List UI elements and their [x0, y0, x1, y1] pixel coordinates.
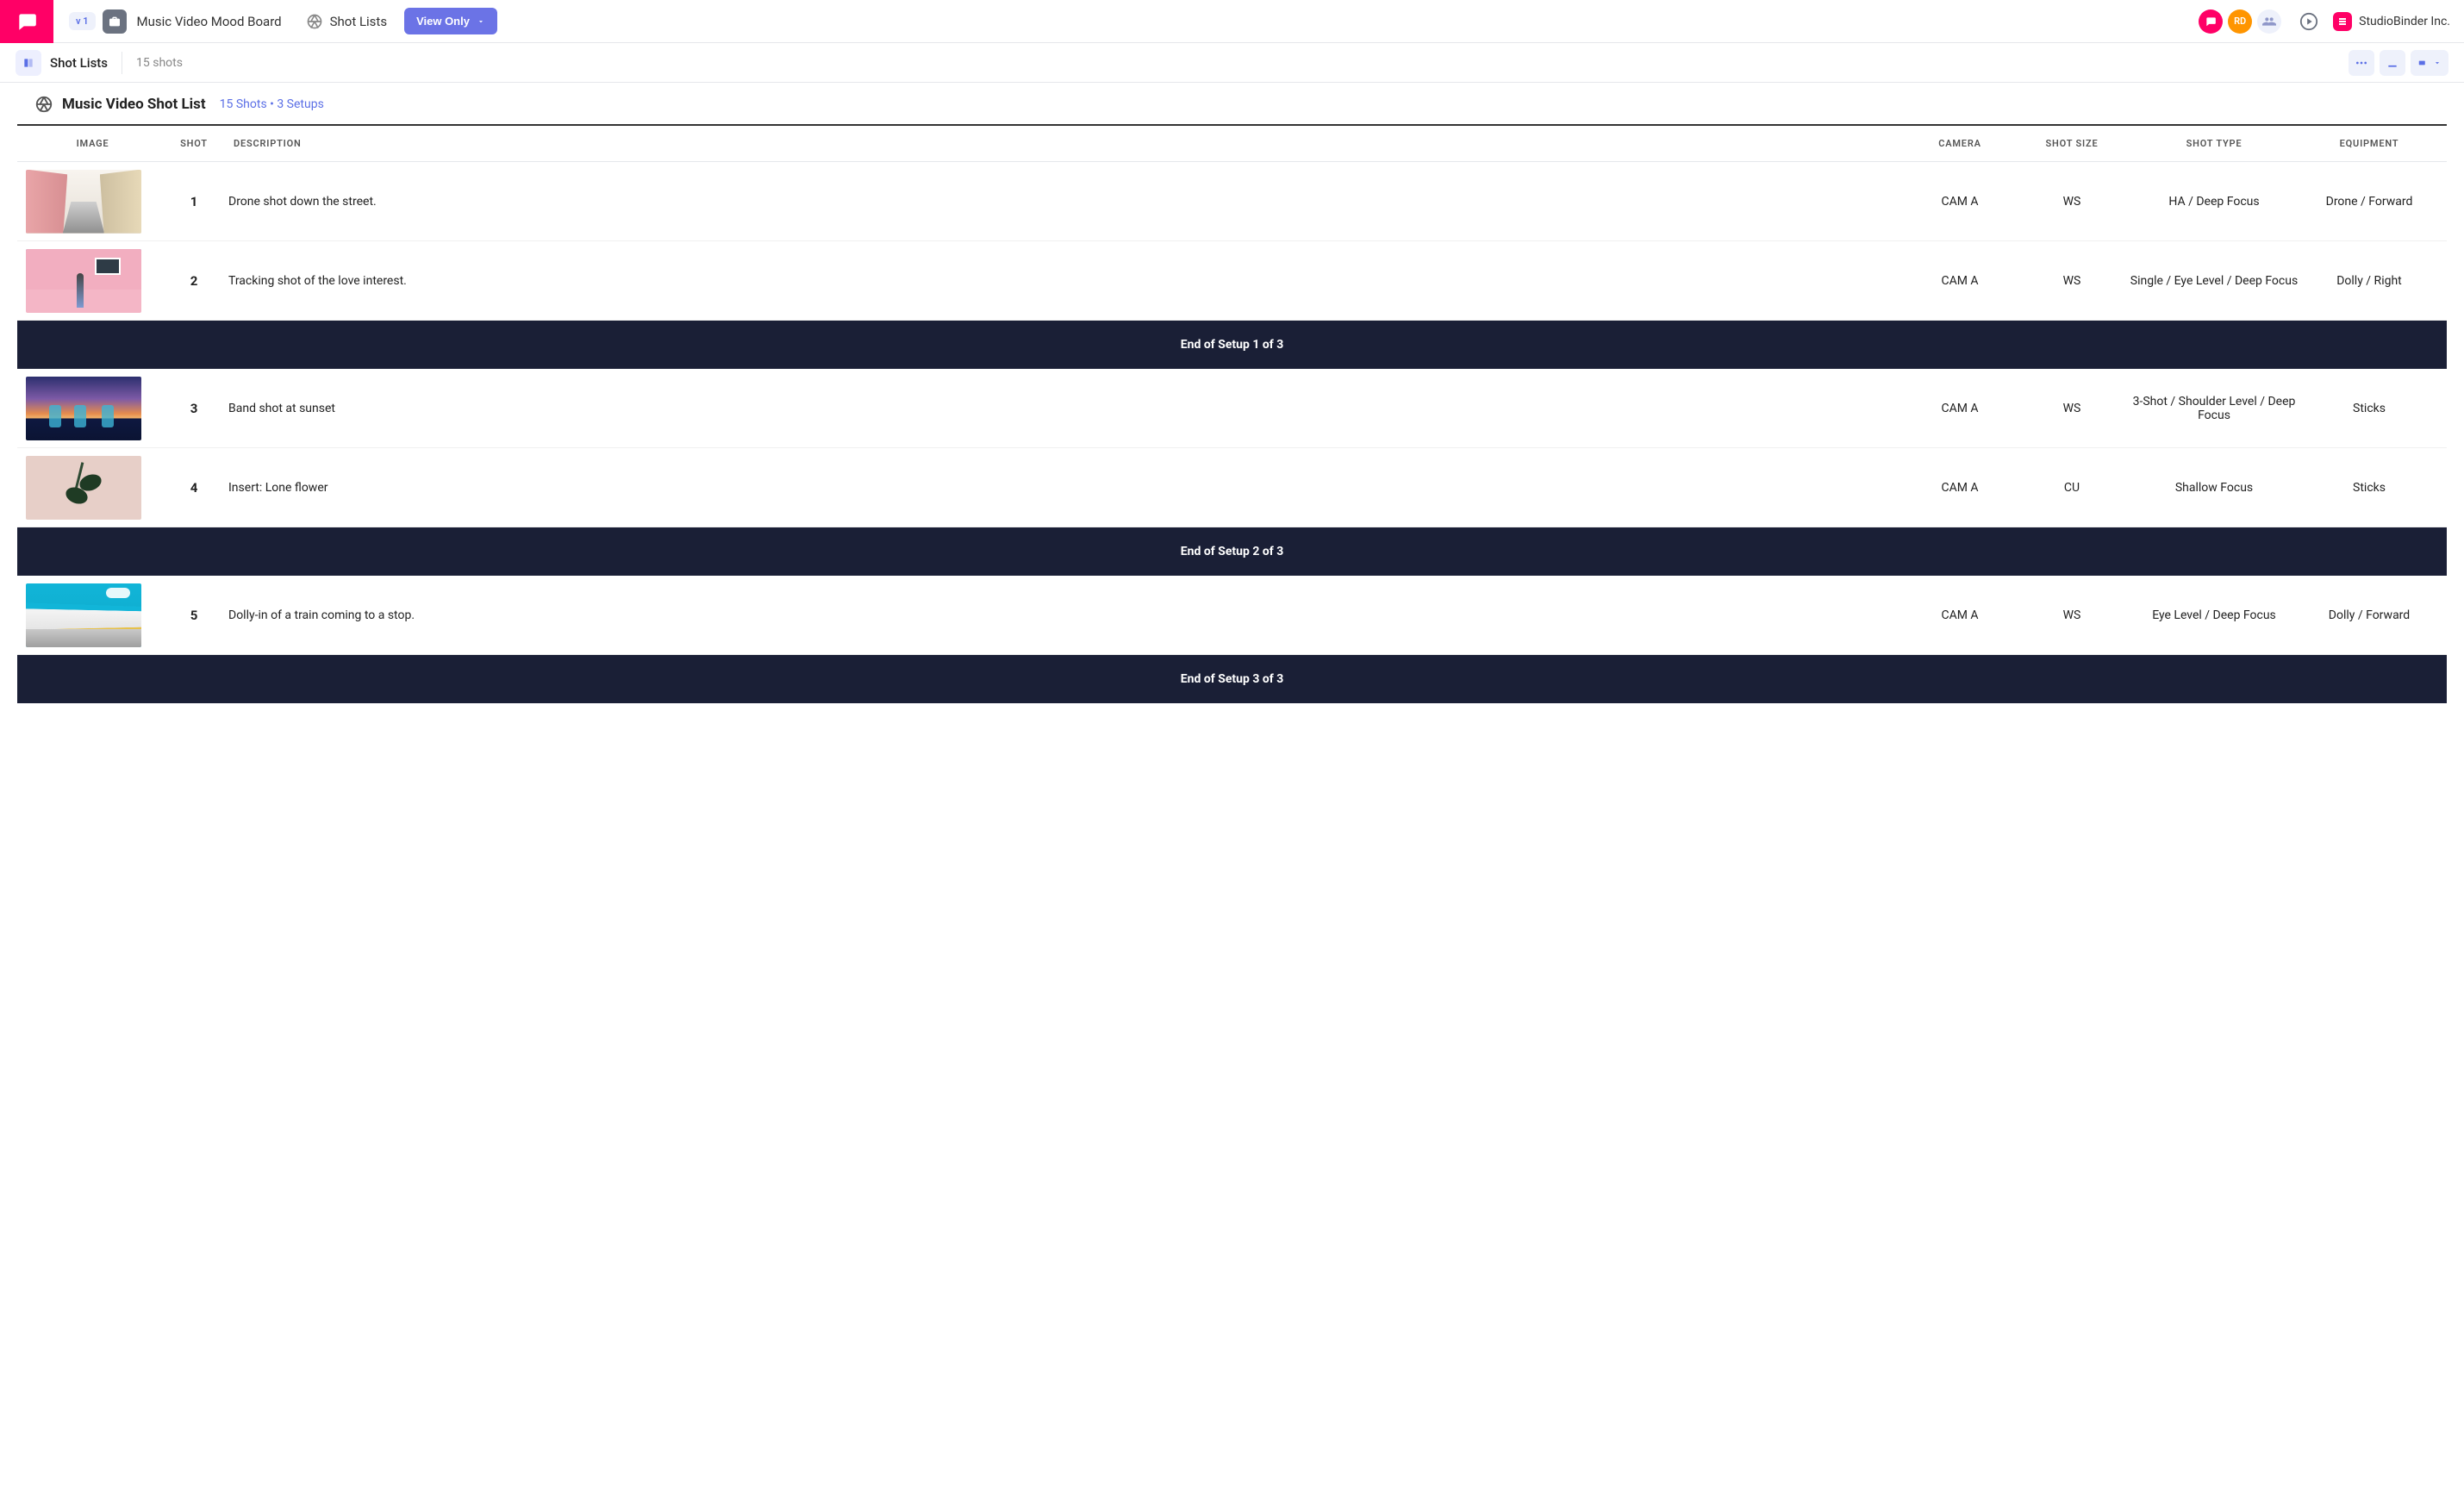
shot-table: IMAGE SHOT DESCRIPTION CAMERA SHOT SIZE …: [17, 126, 2447, 703]
people-icon: [2262, 15, 2276, 28]
version-badge[interactable]: v 1: [69, 12, 96, 30]
project-icon[interactable]: [103, 9, 127, 34]
layout-icon: [2417, 57, 2430, 69]
shot-thumbnail[interactable]: [26, 170, 141, 234]
user-avatar[interactable]: RD: [2228, 9, 2252, 34]
topbar: v 1 Music Video Mood Board Shot Lists Vi…: [0, 0, 2464, 43]
brand-logo[interactable]: [0, 0, 53, 43]
more-icon: [2355, 56, 2368, 70]
shot-size: WS: [2016, 402, 2128, 415]
shot-thumbnail[interactable]: [26, 249, 141, 313]
more-button[interactable]: [2349, 50, 2374, 76]
shot-number: 1: [159, 194, 228, 209]
shot-camera: CAM A: [1904, 402, 2016, 415]
shot-camera: CAM A: [1904, 195, 2016, 209]
chat-button[interactable]: [2199, 9, 2223, 34]
col-description: DESCRIPTION: [228, 138, 1904, 149]
shot-number: 5: [159, 608, 228, 623]
shot-equipment: Dolly / Forward: [2300, 608, 2438, 622]
sb-icon: [2337, 16, 2348, 27]
shot-size: WS: [2016, 195, 2128, 209]
download-icon: [2386, 57, 2399, 69]
briefcase-icon: [108, 15, 122, 28]
chevron-down-icon: [2433, 59, 2442, 67]
shot-camera: CAM A: [1904, 608, 2016, 622]
col-shot: SHOT: [159, 138, 228, 149]
shot-count: 15 shots: [136, 56, 183, 70]
layout-dropdown[interactable]: [2411, 50, 2448, 76]
chat-icon: [16, 10, 38, 33]
shot-size: WS: [2016, 608, 2128, 622]
export-button[interactable]: [2380, 50, 2405, 76]
play-icon: [2299, 12, 2318, 31]
subbar-title: Shot Lists: [50, 55, 108, 71]
aperture-icon: [34, 95, 53, 114]
subbar: Shot Lists 15 shots: [0, 43, 2464, 83]
shot-number: 4: [159, 480, 228, 496]
col-camera: CAMERA: [1904, 138, 2016, 149]
shot-camera: CAM A: [1904, 481, 2016, 495]
page-title: Music Video Shot List: [62, 96, 206, 113]
shot-description: Band shot at sunset: [228, 402, 1904, 415]
nav-shot-lists[interactable]: Shot Lists: [330, 14, 387, 29]
company-name[interactable]: StudioBinder Inc.: [2359, 15, 2450, 28]
shot-type: Eye Level / Deep Focus: [2128, 608, 2300, 622]
shot-description: Drone shot down the street.: [228, 195, 1904, 209]
chat-icon: [2205, 16, 2217, 28]
collaborators-button[interactable]: [2257, 9, 2281, 34]
page-title-row: Music Video Shot List 15 Shots • 3 Setup…: [17, 83, 2447, 126]
shot-thumbnail[interactable]: [26, 583, 141, 647]
shot-equipment: Drone / Forward: [2300, 195, 2438, 209]
shot-thumbnail[interactable]: [26, 377, 141, 440]
table-row[interactable]: 2 Tracking shot of the love interest. CA…: [17, 241, 2447, 321]
table-row[interactable]: 4 Insert: Lone flower CAM A CU Shallow F…: [17, 448, 2447, 527]
project-title[interactable]: Music Video Mood Board: [137, 14, 282, 29]
shot-equipment: Dolly / Right: [2300, 274, 2438, 288]
col-shot-size: SHOT SIZE: [2016, 138, 2128, 149]
table-row[interactable]: 1 Drone shot down the street. CAM A WS H…: [17, 162, 2447, 241]
shot-number: 3: [159, 401, 228, 416]
col-equipment: EQUIPMENT: [2300, 138, 2438, 149]
shot-description: Tracking shot of the love interest.: [228, 274, 1904, 288]
shot-description: Dolly-in of a train coming to a stop.: [228, 608, 1904, 622]
table-header: IMAGE SHOT DESCRIPTION CAMERA SHOT SIZE …: [17, 126, 2447, 162]
setup-break: End of Setup 2 of 3: [17, 527, 2447, 576]
setup-break: End of Setup 1 of 3: [17, 321, 2447, 369]
col-image: IMAGE: [26, 138, 159, 149]
table-row[interactable]: 3 Band shot at sunset CAM A WS 3-Shot / …: [17, 369, 2447, 448]
table-row[interactable]: 5 Dolly-in of a train coming to a stop. …: [17, 576, 2447, 655]
studiobinder-logo[interactable]: [2333, 12, 2352, 31]
shot-thumbnail[interactable]: [26, 456, 141, 520]
shot-type: 3-Shot / Shoulder Level / Deep Focus: [2128, 395, 2300, 422]
chevron-down-icon: [477, 17, 485, 26]
page-meta: 15 Shots • 3 Setups: [220, 97, 324, 111]
col-shot-type: SHOT TYPE: [2128, 138, 2300, 149]
shot-number: 2: [159, 273, 228, 289]
shotlist-icon-box[interactable]: [16, 50, 41, 76]
shot-equipment: Sticks: [2300, 481, 2438, 495]
list-icon: [22, 57, 34, 69]
shot-size: WS: [2016, 274, 2128, 288]
shot-size: CU: [2016, 481, 2128, 495]
shot-type: HA / Deep Focus: [2128, 195, 2300, 209]
aperture-icon[interactable]: [306, 13, 323, 30]
shot-description: Insert: Lone flower: [228, 481, 1904, 495]
setup-break: End of Setup 3 of 3: [17, 655, 2447, 703]
view-only-label: View Only: [416, 15, 470, 28]
shot-camera: CAM A: [1904, 274, 2016, 288]
shot-equipment: Sticks: [2300, 402, 2438, 415]
view-only-button[interactable]: View Only: [404, 8, 497, 34]
shot-type: Shallow Focus: [2128, 481, 2300, 495]
shot-type: Single / Eye Level / Deep Focus: [2128, 274, 2300, 288]
play-button[interactable]: [2297, 9, 2321, 34]
